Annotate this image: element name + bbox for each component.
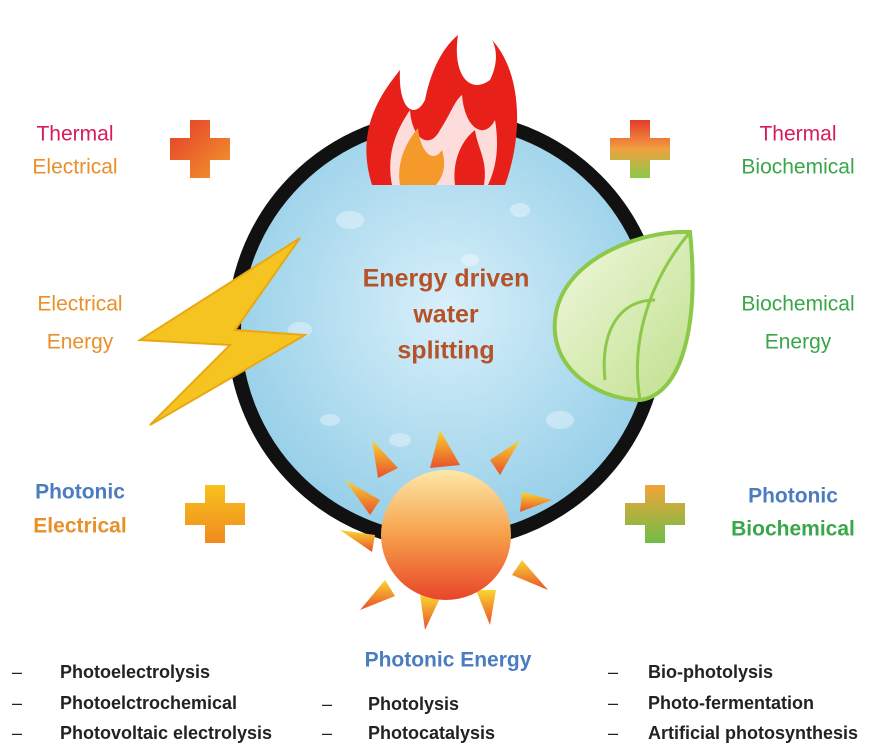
list-item: Photocatalysis — [368, 723, 495, 743]
list-center: – Photolysis – Photocatalysis — [322, 694, 495, 743]
dash: – — [322, 694, 332, 714]
droplets — [288, 203, 609, 447]
label: Energy — [47, 331, 114, 354]
label: Photonic — [748, 485, 838, 508]
list-item: Photo-fermentation — [648, 693, 814, 713]
dash: – — [322, 723, 332, 743]
list-item: Photovoltaic electrolysis — [60, 723, 272, 743]
plus-icon — [625, 485, 685, 543]
sun-icon — [340, 430, 552, 630]
list-item: Artificial photosynthesis — [648, 723, 858, 743]
list-item: Photoelectrolysis — [60, 662, 210, 682]
label: Energy — [765, 331, 832, 354]
label: Photonic Energy — [365, 649, 532, 672]
list-item: Photoelctrochemical — [60, 693, 237, 713]
label: Biochemical — [741, 156, 854, 179]
list-item: Photolysis — [368, 694, 459, 714]
list-left: – Photoelectrolysis – Photoelctrochemica… — [12, 662, 272, 743]
label: Photonic — [35, 481, 125, 504]
plus-icon — [170, 120, 230, 178]
dash: – — [12, 723, 22, 743]
lightning-icon — [136, 237, 309, 426]
dash: – — [608, 723, 618, 743]
center-line: splitting — [397, 337, 494, 365]
leaf-icon — [552, 229, 695, 403]
center-label: Energy driven water splitting — [363, 265, 530, 365]
list-item: Bio-photolysis — [648, 662, 773, 682]
dash: – — [12, 662, 22, 682]
label: Electrical — [33, 515, 126, 538]
label: Thermal — [759, 123, 836, 146]
label: Biochemical — [731, 518, 855, 541]
plus-icon — [185, 485, 245, 543]
center-line: Energy driven — [363, 265, 530, 293]
center-line: water — [412, 301, 479, 329]
label: Thermal — [36, 123, 113, 146]
label: Electrical — [32, 156, 117, 179]
dash: – — [608, 662, 618, 682]
dash: – — [608, 693, 618, 713]
dash: – — [12, 693, 22, 713]
label: Electrical — [37, 293, 122, 316]
list-right: – Bio-photolysis – Photo-fermentation – … — [608, 662, 858, 743]
flame-icon — [366, 35, 518, 185]
plus-icon — [610, 120, 670, 178]
label: Biochemical — [741, 293, 854, 316]
